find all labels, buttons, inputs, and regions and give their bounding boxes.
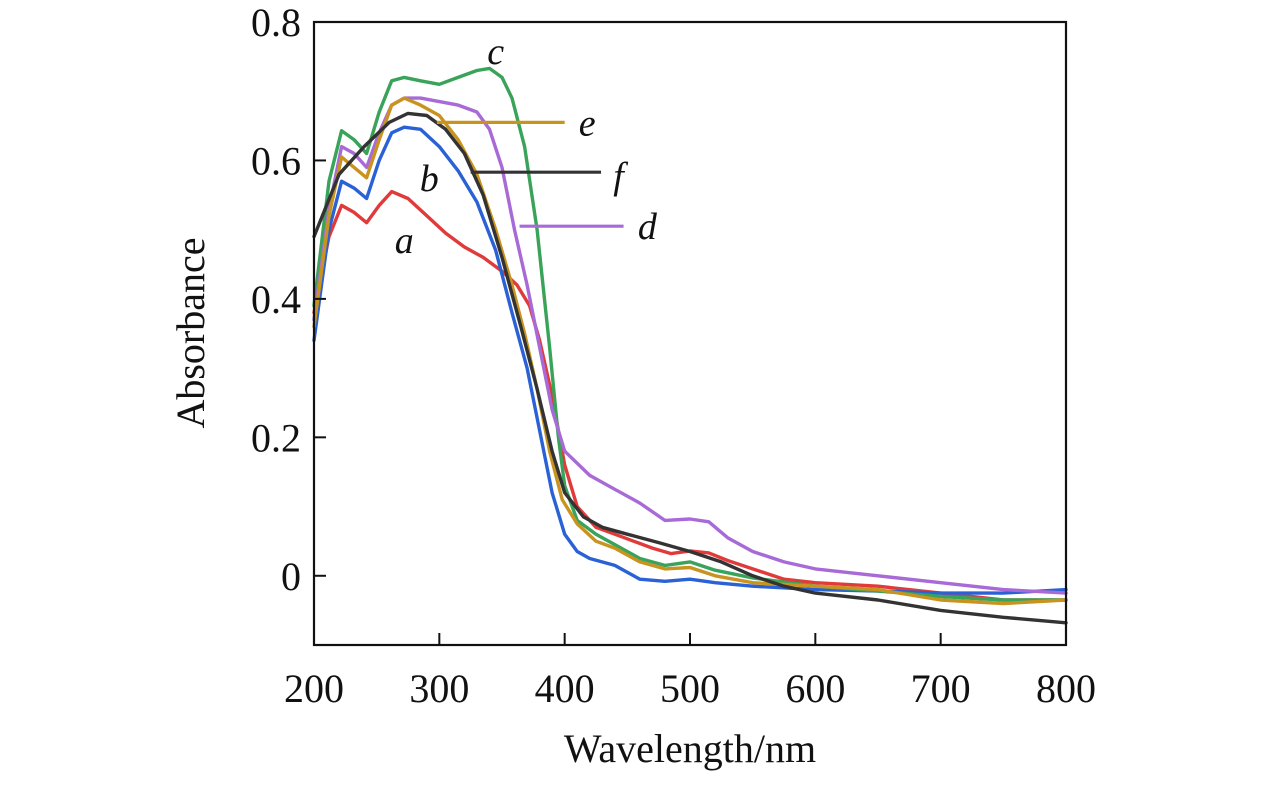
x-tick-label: 700 [911,666,971,711]
curve-label-d: d [638,206,658,248]
x-tick-label: 800 [1036,666,1096,711]
x-tick-label: 200 [284,666,344,711]
annotation-layer: ab c efd [395,31,658,262]
x-tick-label: 300 [409,666,469,711]
x-axis-title: Wavelength/nm [564,726,816,771]
x-tick-label: 500 [660,666,720,711]
y-tick-label: 0.2 [251,415,301,460]
curve-label-c: c [487,31,504,73]
series-layer [312,66,1068,625]
curve-label-f: f [613,156,628,198]
curve-label-e: e [579,102,596,144]
curve-label-a: a [395,220,414,262]
x-tick-label: 400 [535,666,595,711]
y-tick-label: 0.4 [251,277,301,322]
series-line-b [312,125,1068,595]
tick-layer: 200 300 400 500 600 700 800 0 0.2 0.4 0.6 0.8 [251,0,1096,711]
y-tick-label: 0.8 [251,0,301,45]
y-tick-label: 0 [281,554,301,599]
series-line-c [312,66,1068,602]
x-tick-label: 600 [785,666,845,711]
y-tick-label: 0.6 [251,138,301,183]
series-line-a [312,189,1068,602]
curve-label-b: b [420,158,439,200]
y-axis-title: Absorbance [168,237,213,428]
series-line-f [312,111,1068,625]
